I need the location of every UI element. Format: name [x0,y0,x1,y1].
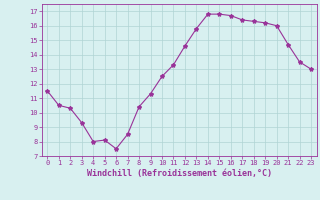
X-axis label: Windchill (Refroidissement éolien,°C): Windchill (Refroidissement éolien,°C) [87,169,272,178]
